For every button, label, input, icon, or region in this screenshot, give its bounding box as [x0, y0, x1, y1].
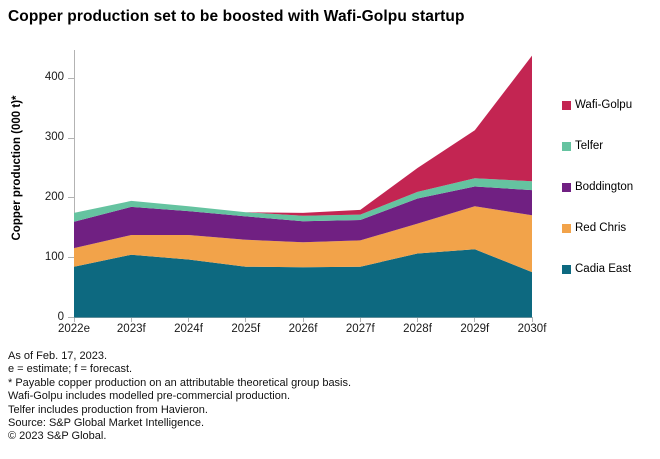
y-tickmark	[68, 257, 74, 259]
area-series-boddington	[74, 186, 532, 249]
x-tickmark	[302, 318, 304, 322]
area-series-telfer	[74, 178, 532, 222]
footnote-estimate: e = estimate; f = forecast.	[8, 363, 133, 376]
x-axis-tick-label: 2023f	[116, 323, 146, 335]
footnote-copyright: © 2023 S&P Global.	[8, 430, 107, 443]
area-series-red-chris	[74, 206, 532, 273]
footnote-source: Source: S&P Global Market Intelligence.	[8, 417, 205, 430]
boddington-swatch-icon	[562, 182, 571, 192]
y-axis-tick-label: 400	[44, 71, 64, 84]
x-axis-tick-label: 2030f	[517, 323, 547, 335]
chart-title: Copper production set to be boosted with…	[8, 8, 465, 25]
y-axis-tick-label: 300	[44, 131, 64, 144]
footnote-telfer: Telfer includes production from Havieron…	[8, 403, 208, 416]
area-series-wafi-golpu	[74, 55, 532, 216]
legend-item-red-chris: Red Chris	[562, 221, 626, 235]
footnote-as-of: As of Feb. 17, 2023.	[8, 350, 108, 362]
y-axis-tick-label: 100	[44, 250, 64, 263]
x-axis-tick-label: 2029f	[460, 323, 490, 335]
x-tickmark	[417, 318, 418, 322]
red-chris-swatch-icon	[562, 223, 571, 233]
x-tickmark	[130, 318, 132, 322]
y-axis-tick-label: 0	[57, 310, 64, 323]
legend-item-wafi-golpu: Wafi-Golpu	[562, 98, 632, 112]
x-axis-tick-label: 2024f	[174, 323, 203, 335]
area-series-cadia-east	[74, 249, 532, 318]
legend-label: Red Chris	[575, 222, 627, 234]
footnote-wafi-golpu: Wafi-Golpu includes modelled pre-commerc…	[8, 390, 291, 403]
y-tickmark	[68, 197, 74, 199]
x-tickmark	[474, 318, 476, 322]
x-tickmark	[359, 318, 361, 322]
x-tickmark	[245, 318, 247, 322]
y-axis-line	[74, 50, 75, 318]
cadia-east-swatch-icon	[562, 264, 571, 274]
legend-item-telfer: Telfer	[562, 139, 603, 153]
footnote-payable: * Payable copper production on an attrib…	[8, 376, 352, 389]
footnotes: As of Feb. 17, 2023. e = estimate; f = f…	[8, 350, 351, 444]
y-axis-label: Copper production (000 t)*	[11, 95, 23, 241]
telfer-swatch-icon	[562, 141, 571, 151]
x-axis-tick-label: 2028f	[403, 323, 432, 335]
legend-item-boddington: Boddington	[562, 180, 633, 194]
x-tickmark	[531, 318, 533, 322]
stacked-area-chart	[74, 55, 532, 318]
legend-label: Telfer	[575, 140, 604, 152]
x-tickmark	[188, 318, 189, 322]
wafi-golpu-swatch-icon	[562, 100, 571, 110]
y-tickmark	[68, 317, 74, 318]
x-axis-tick-label: 2025f	[231, 323, 261, 335]
y-axis-tick-label: 200	[44, 190, 64, 203]
legend-label: Cadia East	[575, 263, 632, 275]
x-axis-tick-label: 2026f	[288, 323, 318, 335]
legend-item-cadia-east: Cadia East	[562, 262, 631, 276]
legend-label: Wafi-Golpu	[575, 99, 633, 111]
y-tickmark	[68, 137, 74, 139]
legend-label: Boddington	[575, 181, 634, 193]
x-axis-tick-label: 2022e	[58, 323, 90, 335]
x-axis-tick-label: 2027f	[345, 323, 375, 335]
x-tickmark	[73, 318, 75, 322]
y-tickmark	[68, 77, 74, 79]
